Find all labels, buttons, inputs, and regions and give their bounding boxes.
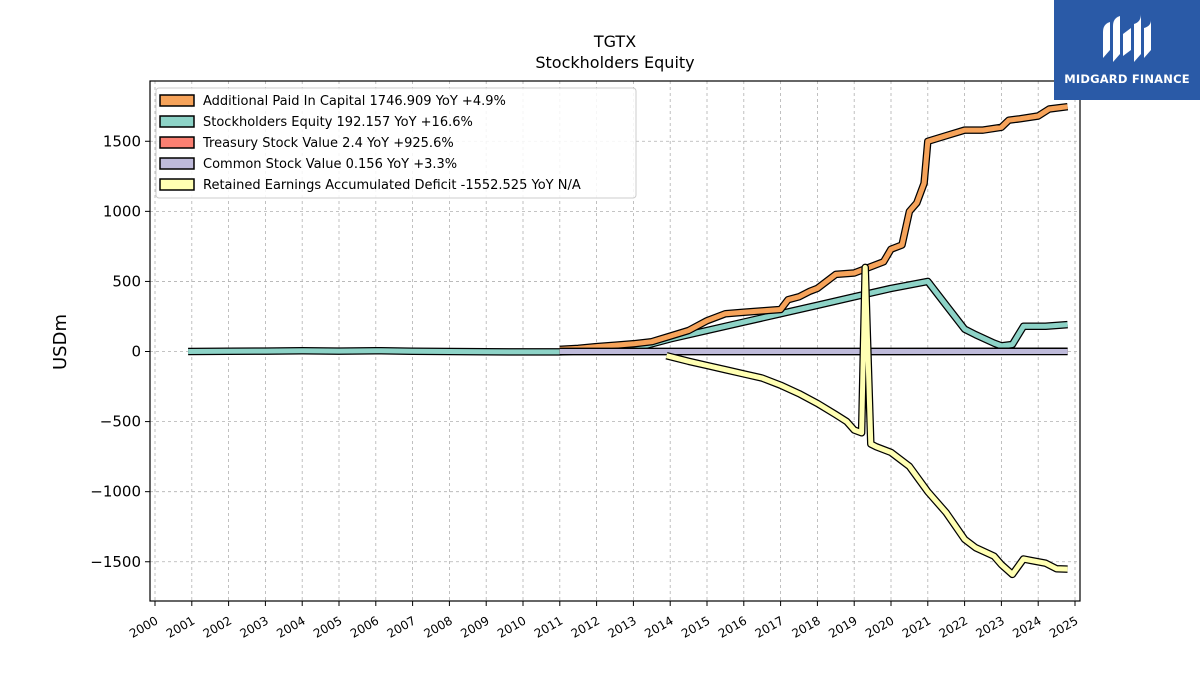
x-tick-label: 2001 — [164, 613, 197, 640]
legend-swatch-common-stock-value — [159, 157, 195, 170]
y-tick-label: 500 — [112, 272, 141, 290]
chart-subtitle: Stockholders Equity — [535, 53, 694, 72]
retained-earnings-accumulated-deficit-line — [665, 264, 1068, 577]
x-tick-label: 2020 — [863, 613, 896, 640]
legend-label-stockholders-equity: Stockholders Equity 192.157 YoY +16.6% — [203, 115, 473, 130]
x-tick-label: 2012 — [569, 613, 602, 640]
axes: 2000 2001 2002 2003 2004 2005 2006 2007 2008 2009… — [90, 132, 1080, 641]
y-tick-label: −500 — [100, 413, 141, 431]
y-tick-label: 1500 — [103, 132, 141, 150]
x-tick-label: 2007 — [385, 613, 418, 640]
y-tick-label: 1000 — [103, 202, 141, 220]
legend-swatch-additional-paid-in-capital — [159, 94, 195, 107]
midgard-logo-icon — [1103, 14, 1151, 62]
legend-swatch-stockholders-equity — [159, 115, 195, 128]
legend-label-additional-paid-in-capital: Additional Paid In Capital 1746.909 YoY … — [203, 94, 506, 109]
x-tick-label: 2009 — [458, 613, 491, 640]
x-tick-label: 2008 — [421, 613, 454, 640]
x-tick-label: 2003 — [237, 613, 270, 640]
x-tick-label: 2018 — [789, 613, 822, 640]
y-tick-label: −1500 — [90, 553, 141, 571]
stockholders-equity-line — [188, 278, 1068, 355]
logo-text: MIDGARD FINANCE — [1064, 72, 1190, 86]
x-tick-label: 2005 — [311, 613, 344, 640]
x-tick-label: 2024 — [1010, 613, 1043, 640]
legend-swatch-treasury-stock-value — [159, 136, 195, 149]
x-tick-label: 2006 — [348, 613, 381, 640]
legend-label-common-stock-value: Common Stock Value 0.156 YoY +3.3% — [203, 157, 457, 172]
midgard-finance-logo: MIDGARD FINANCE — [1054, 0, 1200, 100]
x-tick-label: 2004 — [274, 613, 307, 640]
series-layer — [188, 102, 1069, 579]
x-tick-label: 2002 — [201, 613, 234, 640]
x-tick-label: 2019 — [826, 613, 859, 640]
legend-box — [155, 87, 637, 199]
x-tick-label: 2015 — [679, 613, 712, 640]
x-tick-label: 2010 — [495, 613, 528, 640]
legend: Additional Paid In Capital 1746.909 YoY … — [155, 87, 637, 199]
x-tick-label: 2016 — [716, 613, 749, 640]
x-tick-label: 2014 — [642, 613, 675, 640]
x-tick-label: 2017 — [753, 613, 786, 640]
legend-label-retained-earnings-accumulated-deficit: Retained Earnings Accumulated Deficit -1… — [203, 178, 581, 193]
y-tick-label: 0 — [131, 343, 141, 361]
x-tick-label: 2011 — [532, 613, 565, 640]
y-tick-label: −1000 — [90, 483, 141, 501]
x-tick-label: 2022 — [937, 613, 970, 640]
legend-swatch-retained-earnings-accumulated-deficit — [159, 178, 195, 191]
chart-title: TGTX — [593, 32, 636, 51]
x-tick-label: 2023 — [973, 613, 1006, 640]
additional-paid-in-capital-line — [559, 104, 1068, 352]
plot-frame — [149, 80, 1081, 602]
x-tick-label: 2000 — [127, 613, 160, 640]
x-tick-label: 2021 — [900, 613, 933, 640]
legend-label-treasury-stock-value: Treasury Stock Value 2.4 YoY +925.6% — [202, 136, 454, 151]
y-axis-label: USDm — [50, 314, 71, 370]
x-tick-label: 2013 — [605, 613, 638, 640]
x-tick-label: 2025 — [1047, 613, 1080, 640]
